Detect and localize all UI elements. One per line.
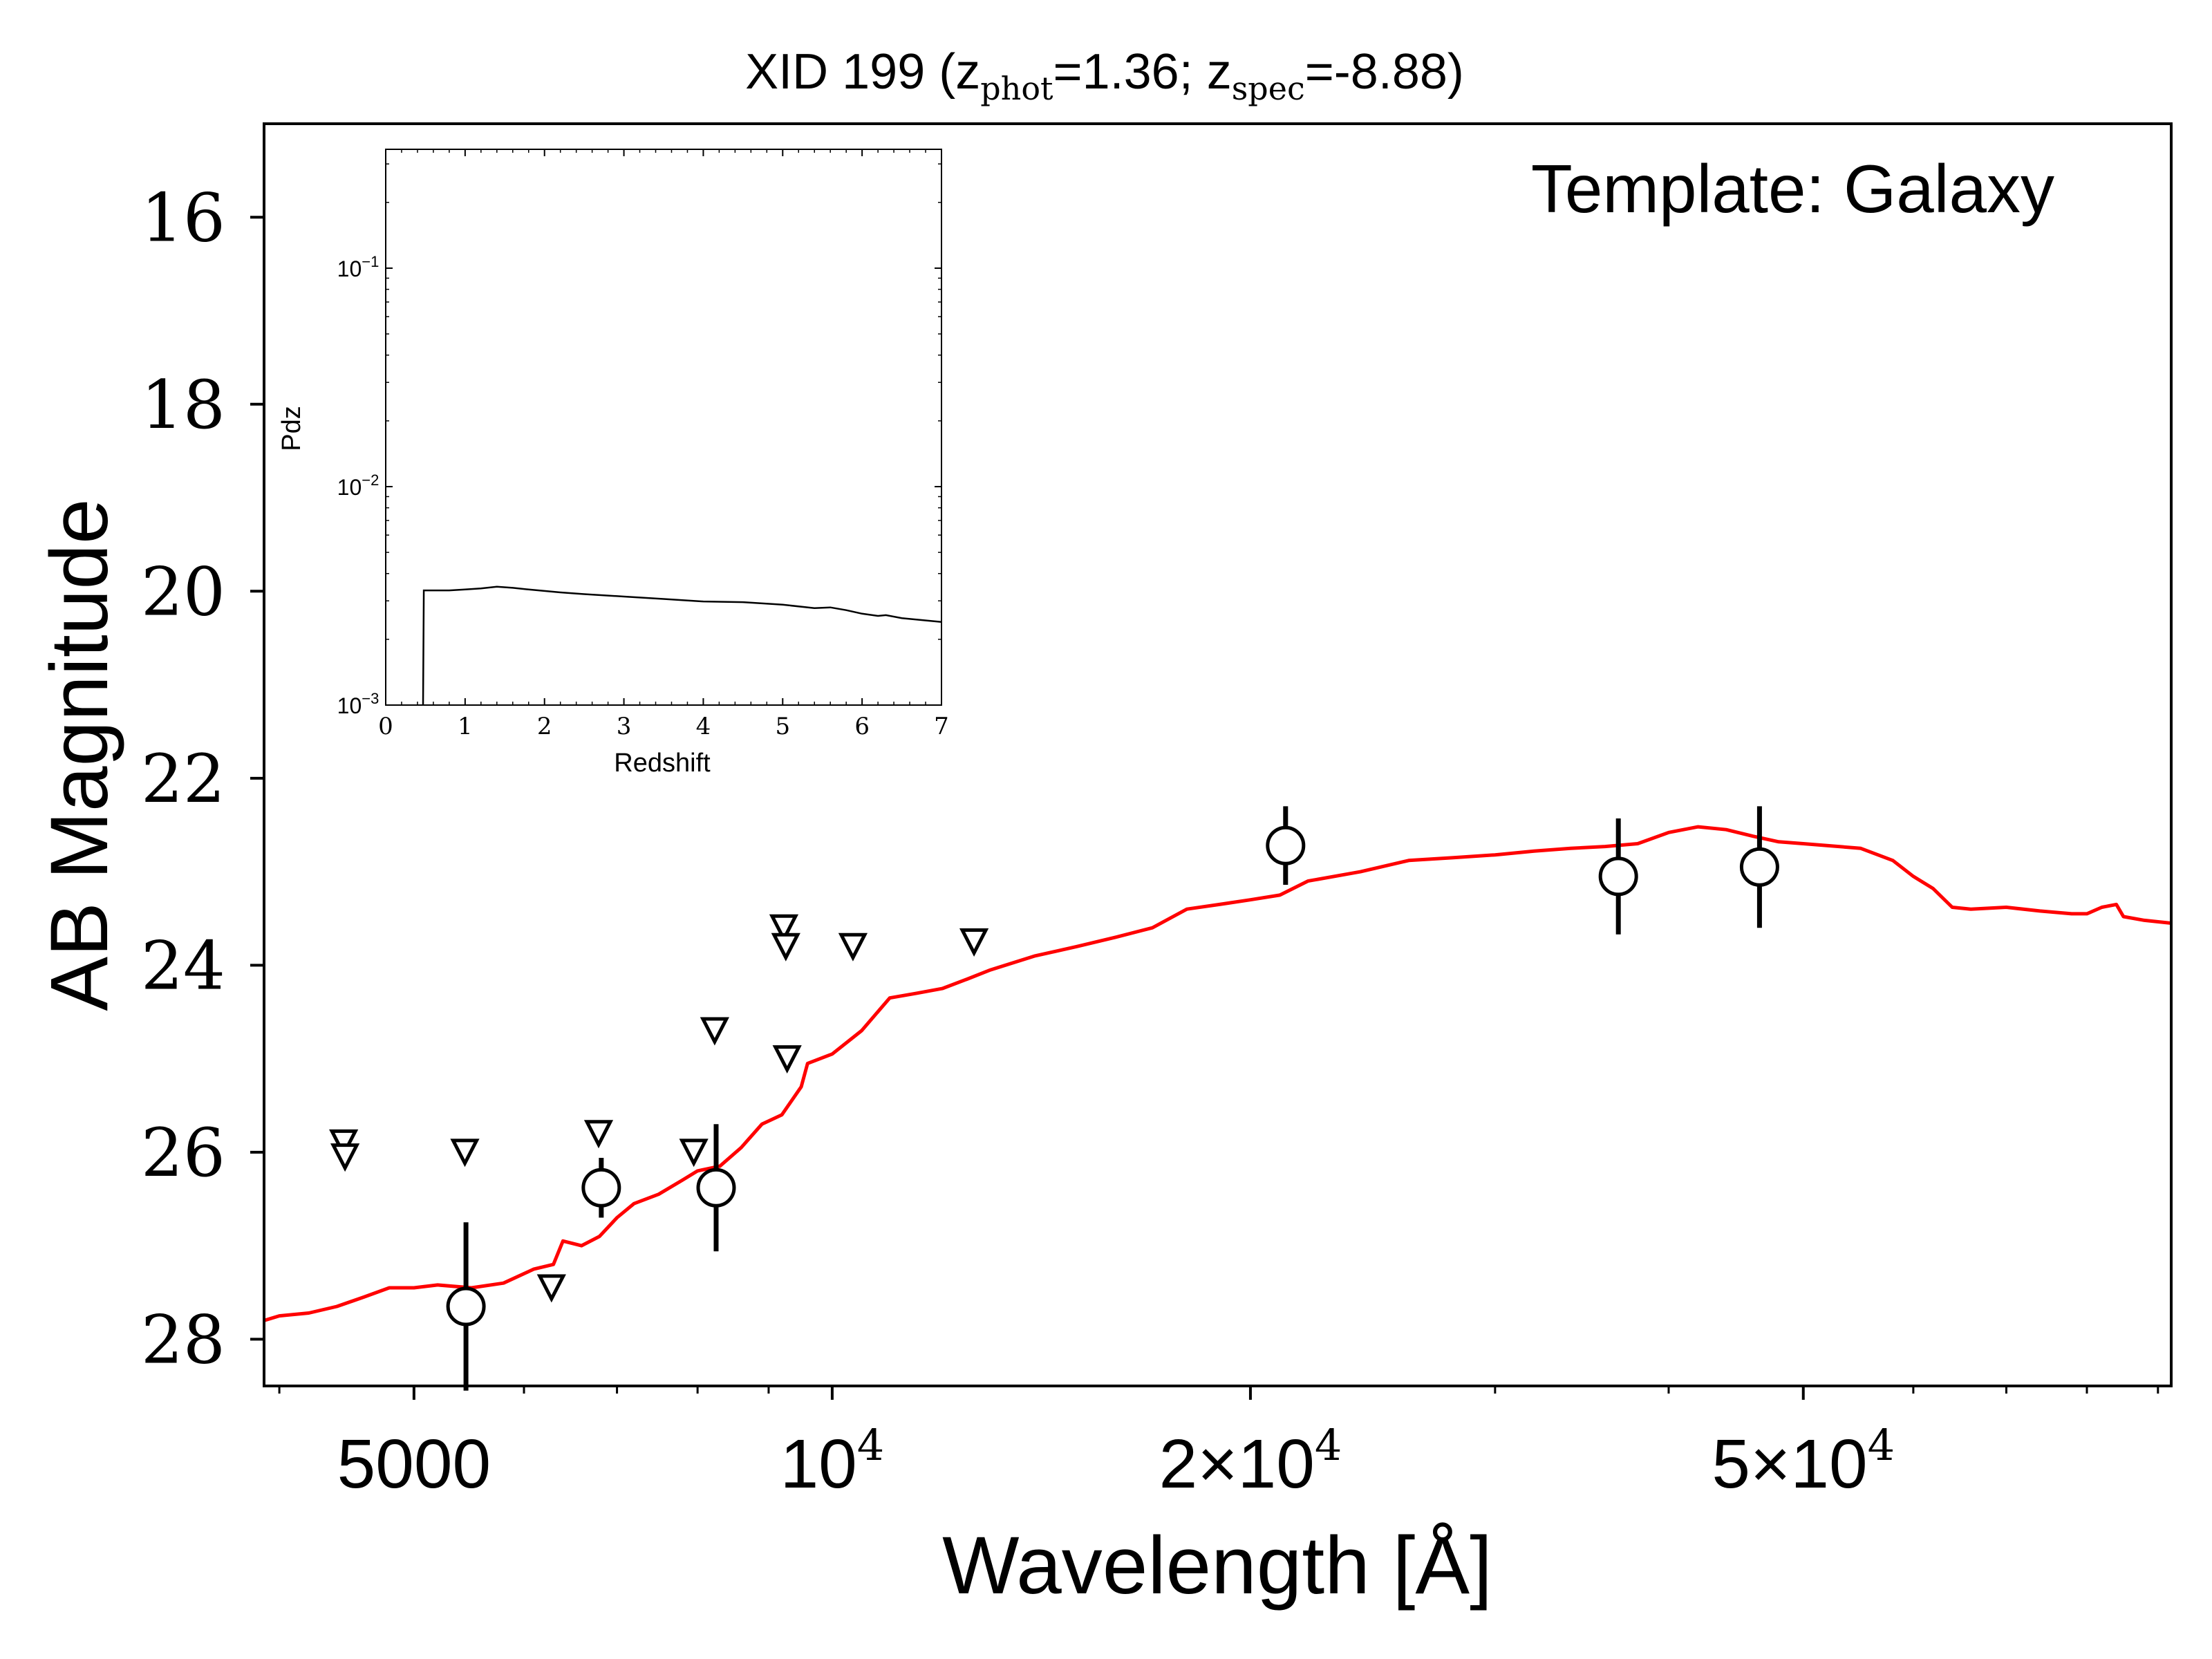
upper-limit-marker	[838, 932, 868, 962]
y-tick-label: 28	[141, 1301, 225, 1378]
detection-marker	[446, 1286, 486, 1327]
upper-limit-marker	[583, 1120, 614, 1149]
x-tick-label: 5000	[337, 1425, 491, 1503]
inset-x-tick-label: 6	[854, 713, 870, 740]
inset-x-tick-label: 3	[617, 713, 632, 740]
upper-limit-marker	[771, 932, 800, 962]
inset-y-tick-label: 10−2	[337, 471, 379, 500]
y-tick-label: 18	[141, 366, 225, 444]
upper-limit-marker	[450, 1138, 480, 1168]
pdz-line	[422, 585, 941, 705]
upper-limit-marker	[700, 1017, 729, 1046]
y-tick-label: 26	[141, 1114, 225, 1192]
template-annotation: Template: Galaxy	[1531, 151, 2054, 227]
inset-y-tick-label: 10−1	[337, 253, 379, 281]
x-axis-label: Wavelength [Å]	[942, 1520, 1492, 1611]
detection-marker	[696, 1168, 736, 1208]
main-series-layer	[264, 825, 2171, 1322]
inset-series-layer	[422, 585, 941, 705]
detection-marker	[581, 1168, 621, 1208]
inset-y-tick-label: 10−3	[337, 690, 379, 718]
inset-x-axis-label: Redshift	[614, 749, 711, 778]
sed-template-line	[264, 825, 2171, 1322]
detection-marker	[1598, 856, 1638, 897]
y-axis-label: AB Magnitude	[34, 498, 125, 1011]
upper-limit-marker	[772, 1045, 802, 1074]
inset-x-tick-label: 0	[378, 713, 393, 740]
inset-y-axis-label: Pdz	[277, 406, 306, 451]
main-axes-frame	[263, 122, 2173, 1387]
upper-limit-marker	[769, 914, 799, 943]
upper-limit-marker	[330, 1143, 360, 1172]
x-tick-label: 2×104	[1159, 1420, 1342, 1503]
inset-x-tick-label: 5	[775, 713, 790, 740]
detection-marker	[1739, 847, 1779, 887]
upper-limit-marker	[329, 1129, 359, 1158]
upper-limit-marker	[679, 1138, 709, 1168]
inset-axes-frame	[385, 149, 942, 706]
inset-background	[386, 149, 941, 705]
y-tick-label: 16	[141, 179, 225, 256]
inset-pdz-plot: 0 1 2 3 4 5 6 7 10−3 10−2 10−1 Redshift Pdz	[277, 149, 949, 778]
y-tick-label: 20	[141, 553, 225, 630]
detection-marker	[1266, 825, 1306, 865]
main-marker-layer	[329, 806, 1779, 1391]
inset-x-tick-label: 7	[934, 713, 949, 740]
inset-x-tick-label: 1	[458, 713, 473, 740]
upper-limit-marker	[536, 1274, 566, 1303]
inset-x-tick-label: 4	[696, 713, 711, 740]
x-tick-label: 104	[780, 1420, 885, 1503]
upper-limit-marker	[959, 928, 989, 957]
x-tick-label: 5×104	[1712, 1420, 1895, 1503]
chart-title: XID 199 (zphot=1.36; zspec=-8.88)	[745, 44, 1464, 107]
y-tick-label: 22	[141, 740, 225, 818]
y-tick-label: 24	[141, 927, 225, 1004]
inset-x-tick-label: 2	[537, 713, 552, 740]
